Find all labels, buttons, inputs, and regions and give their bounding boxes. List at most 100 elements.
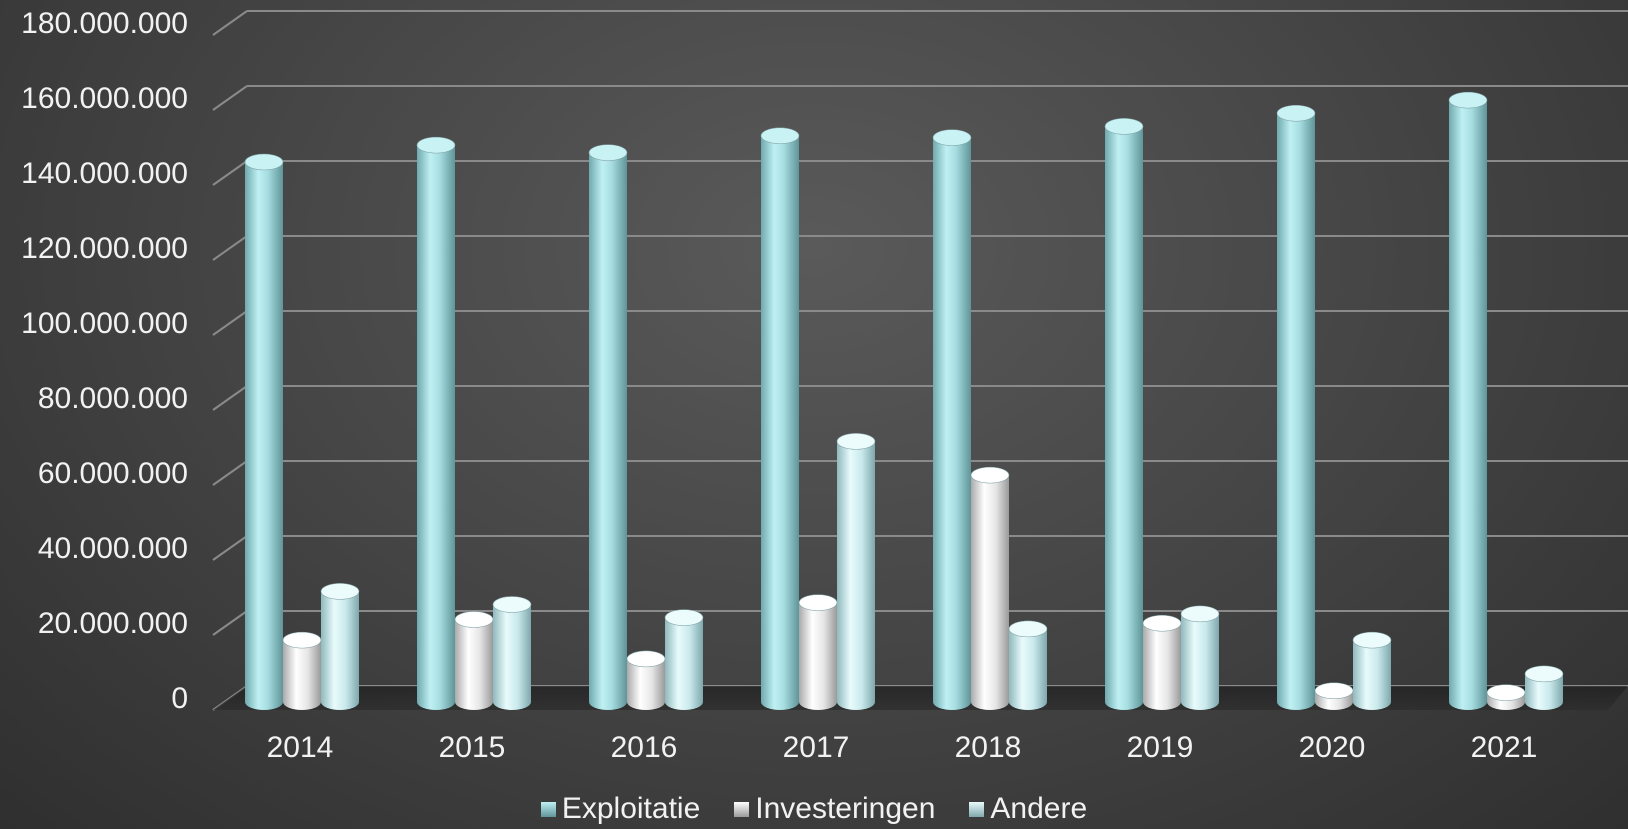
x-tick-label: 2016 [611,731,678,764]
legend-swatch [540,801,556,817]
y-axis-tick-labels: 0 20.000.000 40.000.000 60.000.000 80.000.00… [21,7,188,715]
gridline-depth [212,610,248,636]
bars [244,91,1564,710]
bar-andere-2017 [836,433,876,710]
x-tick-label: 2020 [1299,731,1366,764]
bar-body [1449,100,1487,710]
gridline-depth [212,460,248,486]
bar-top [970,466,1010,484]
bar-investeringen-2016 [626,650,666,710]
x-tick-label: 2017 [783,731,850,764]
bar-top [932,129,972,146]
bar-top [836,433,876,450]
bar-body [283,640,321,710]
bar-top [798,594,838,611]
bar-investeringen-2020 [1314,682,1354,710]
bar-investeringen-2015 [454,611,494,710]
x-tick-label: 2021 [1471,731,1538,764]
bar-top [588,144,628,161]
y-tick-label: 140.000.000 [21,157,188,190]
bar-body [321,591,359,710]
bar-top [1448,91,1488,109]
x-tick-label: 2015 [439,731,506,764]
bar-body [1105,126,1143,710]
bar-exploitatie-2016 [588,144,628,710]
gridline-depth [212,85,248,111]
x-tick-label: 2014 [267,731,334,764]
x-axis-tick-labels: 2014 2015 2016 2017 2018 2019 2020 2021 [267,731,1538,764]
gridline-depth [212,535,248,561]
bar-exploitatie-2017 [760,127,800,710]
bar-body [493,604,531,710]
bar-exploitatie-2020 [1276,104,1316,710]
bar-body [1143,623,1181,710]
bar-top [664,609,704,626]
y-tick-label: 180.000.000 [21,7,188,40]
bar-investeringen-2017 [798,594,838,710]
y-tick-label: 0 [171,682,188,715]
y-tick-label: 100.000.000 [21,307,188,340]
legend: Exploitatie Investeringen Andere [0,792,1628,826]
y-tick-label: 20.000.000 [38,607,188,640]
bar-chart: 0 20.000.000 40.000.000 60.000.000 80.000.00… [21,7,1628,764]
bar-body [837,441,875,710]
bar-body [417,145,455,710]
bar-body [1353,640,1391,710]
bar-andere-2019 [1180,605,1220,710]
bar-body [799,602,837,710]
bar-top [1104,118,1144,135]
bar-andere-2020 [1352,631,1392,710]
legend-item-andere: Andere [969,792,1087,826]
bar-body [1009,628,1047,710]
bar-exploitatie-2015 [416,136,456,710]
bar-top [454,611,494,628]
bar-andere-2021 [1524,665,1564,710]
bar-top [1142,614,1182,632]
bar-andere-2016 [664,609,704,710]
legend-label: Investeringen [755,792,936,825]
bar-top [1276,104,1316,122]
bar-top [626,650,666,668]
bar-body [245,162,283,710]
bar-body [1525,673,1563,710]
bar-body [1277,113,1315,710]
legend-swatch [969,801,985,817]
bar-top [1314,682,1354,700]
legend-swatch [734,801,750,817]
chart-floor [213,686,1628,710]
bar-investeringen-2014 [282,631,322,710]
bar-body [761,135,799,710]
bar-exploitatie-2021 [1448,91,1488,710]
x-tick-label: 2018 [955,731,1022,764]
bar-top [1180,605,1220,623]
bar-top [416,136,456,154]
x-tick-label: 2019 [1127,731,1194,764]
bar-top [760,127,800,145]
y-tick-label: 160.000.000 [21,82,188,115]
bar-body [455,619,493,710]
bar-exploitatie-2018 [932,129,972,710]
gridline-depth [212,10,248,36]
legend-label: Exploitatie [561,792,701,825]
legend-label: Andere [990,792,1088,825]
bar-andere-2018 [1008,620,1048,710]
y-tick-label: 80.000.000 [38,382,188,415]
bar-top [282,631,322,649]
bar-investeringen-2019 [1142,614,1182,710]
y-tick-label: 120.000.000 [21,232,188,265]
y-tick-label: 60.000.000 [38,457,188,490]
bar-investeringen-2021 [1486,684,1526,710]
bar-top [320,583,360,600]
bar-body [627,658,665,710]
bar-body [589,152,627,710]
bar-top [1352,631,1392,649]
gridline-depth [212,310,248,336]
bar-exploitatie-2014 [244,153,284,710]
floor-plane [213,686,1628,710]
bar-top [1008,620,1048,638]
legend-item-exploitatie: Exploitatie [540,792,701,826]
bar-top [244,153,284,171]
bar-top [1524,665,1564,683]
bar-exploitatie-2019 [1104,118,1144,710]
